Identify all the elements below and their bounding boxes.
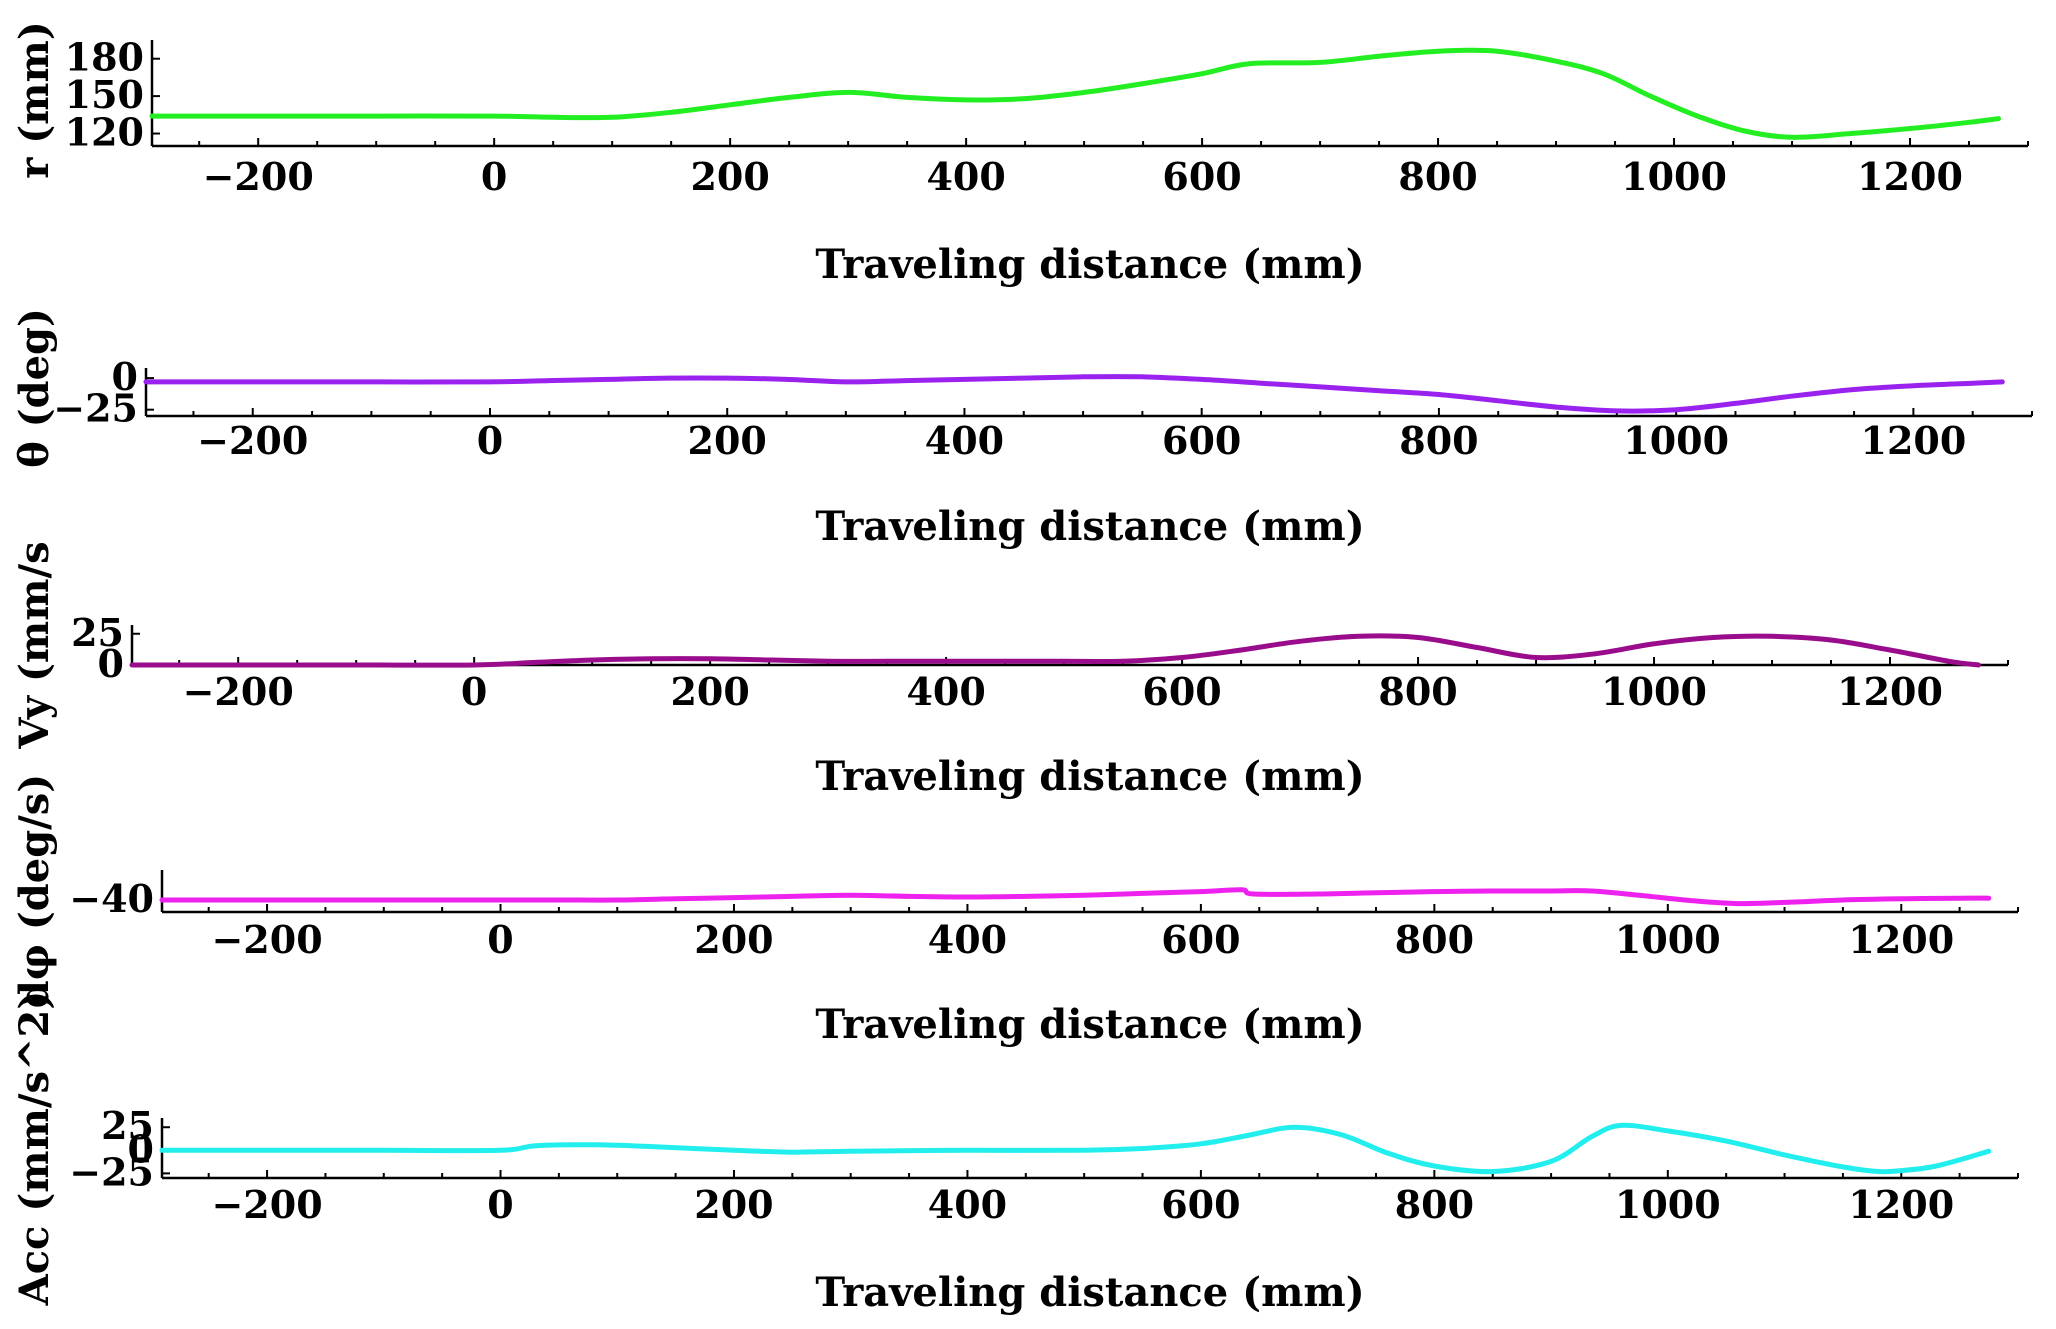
x-tick-label: 200 (694, 1182, 773, 1227)
y-tick-label: 0 (128, 1126, 154, 1171)
y-tick-label: 150 (65, 72, 144, 117)
panel-dphi: −200 0 200 400 600 800 1000 1200 −40 Traveling di… (11, 774, 2019, 1048)
x-tick-label: 600 (1161, 917, 1240, 962)
x-tick-label: 800 (1395, 917, 1474, 962)
series-line (149, 47, 2001, 140)
x-tick-label: 0 (481, 154, 507, 199)
x-tick-label: 200 (690, 154, 769, 199)
x-tick-label: 400 (928, 917, 1007, 962)
x-tick-label: −200 (197, 418, 308, 463)
x-tick-label: 800 (1398, 154, 1477, 199)
x-tick-label: 400 (906, 669, 985, 714)
x-tick-label: 1000 (1615, 1182, 1721, 1227)
x-tick-label: −200 (203, 154, 314, 199)
x-axis-label: Traveling distance (mm) (815, 1269, 1364, 1316)
x-tick-label: 1200 (1837, 669, 1943, 714)
x-tick-label: 200 (694, 917, 773, 962)
x-tick-label: 200 (670, 669, 749, 714)
x-tick-label: 800 (1399, 418, 1478, 463)
x-tick-label: 0 (487, 1182, 513, 1227)
series-line (159, 1122, 1992, 1175)
x-tick-label: 1200 (1848, 1182, 1954, 1227)
y-axis-label: Acc (mm/s^2) (11, 991, 58, 1307)
x-tick-label: 1200 (1861, 418, 1967, 463)
y-tick-label: 25 (101, 1103, 154, 1148)
series-line (159, 887, 1992, 907)
x-tick-label: −200 (183, 669, 294, 714)
series-line (143, 374, 2005, 414)
x-tick-label: 1000 (1623, 418, 1729, 463)
y-axis-label: Vy (mm/s (11, 541, 58, 749)
y-axis-label: θ (deg) (11, 308, 58, 468)
series-line (129, 633, 1981, 668)
x-tick-label: 600 (1161, 1182, 1240, 1227)
y-tick-label: −25 (53, 386, 138, 431)
x-axis-label: Traveling distance (mm) (815, 1001, 1364, 1048)
y-axis-label: dφ (deg/s) (11, 774, 58, 1008)
y-tick-label: 120 (65, 110, 144, 155)
x-tick-label: 1000 (1615, 917, 1721, 962)
x-tick-label: 0 (477, 418, 503, 463)
x-tick-label: 800 (1378, 669, 1457, 714)
x-tick-label: 0 (487, 917, 513, 962)
x-axis-label: Traveling distance (mm) (815, 241, 1364, 288)
x-tick-label: 400 (926, 154, 1005, 199)
y-axis-label: r (mm) (11, 21, 58, 179)
x-tick-label: 800 (1395, 1182, 1474, 1227)
x-tick-label: 600 (1142, 669, 1221, 714)
x-tick-label: 1000 (1621, 154, 1727, 199)
x-tick-label: 400 (925, 418, 1004, 463)
y-tick-label: −25 (69, 1149, 154, 1194)
x-tick-label: −200 (211, 1182, 322, 1227)
y-tick-label: 0 (112, 354, 138, 399)
x-tick-label: 0 (461, 669, 487, 714)
x-tick-label: 1200 (1857, 154, 1963, 199)
x-tick-label: 200 (688, 418, 767, 463)
y-tick-label: −40 (69, 876, 154, 921)
x-tick-label: 1000 (1601, 669, 1707, 714)
x-tick-label: 600 (1162, 154, 1241, 199)
x-axis-label: Traveling distance (mm) (815, 503, 1364, 550)
x-axis-label: Traveling distance (mm) (815, 753, 1364, 800)
x-tick-label: 600 (1162, 418, 1241, 463)
x-tick-label: 1200 (1848, 917, 1954, 962)
y-tick-label: 180 (65, 35, 144, 80)
panel-acc: −200 0 200 400 600 800 1000 1200−25025Traveling… (11, 991, 2019, 1316)
y-tick-label: 25 (71, 610, 124, 655)
x-tick-label: 400 (928, 1182, 1007, 1227)
y-tick-label: 0 (98, 641, 124, 686)
x-tick-label: −200 (211, 917, 322, 962)
